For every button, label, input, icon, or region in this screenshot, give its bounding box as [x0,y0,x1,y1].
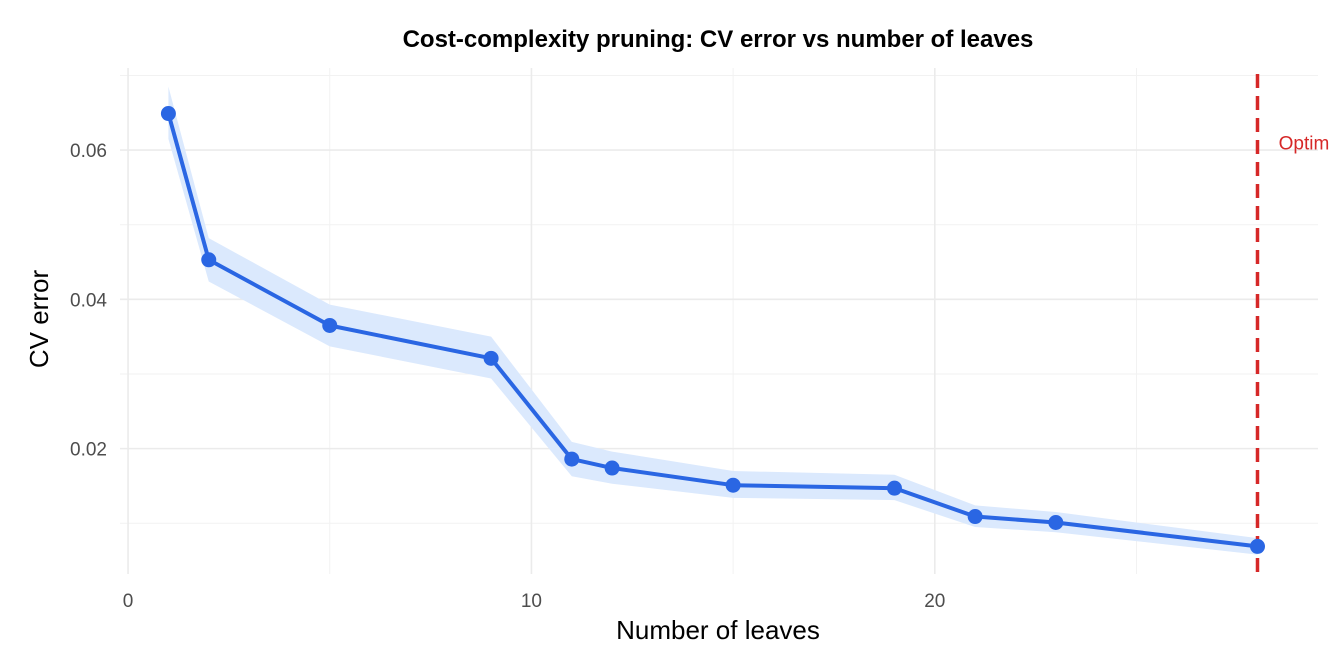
x-axis-title: Number of leaves [616,615,820,645]
x-tick-label: 0 [123,591,134,612]
data-point [886,480,902,496]
x-tick-label: 20 [924,591,945,612]
y-tick-label: 0.04 [70,290,107,311]
data-point [1249,538,1265,554]
error-band [168,86,1258,555]
data-point [564,451,580,467]
data-point [1048,515,1064,531]
data-point [160,106,176,122]
chart-title: Cost-complexity pruning: CV error vs num… [403,26,1034,53]
data-point [967,509,983,525]
data-point [604,460,620,476]
data-point [483,350,499,366]
y-tick-labels: 0.02 0.04 0.06 [70,141,107,461]
y-axis-title: CV error [24,270,54,369]
data-point [725,477,741,493]
optimal-annotation: Optim [1279,134,1330,155]
y-tick-label: 0.02 [70,440,107,461]
x-tick-labels: 0 10 20 [123,591,946,612]
data-point [201,252,217,268]
y-tick-label: 0.06 [70,141,107,162]
minor-gridlines [120,68,1318,574]
x-tick-label: 10 [521,591,542,612]
series-points-layer [160,106,1265,554]
data-point [322,317,338,333]
error-band-layer [168,86,1258,555]
